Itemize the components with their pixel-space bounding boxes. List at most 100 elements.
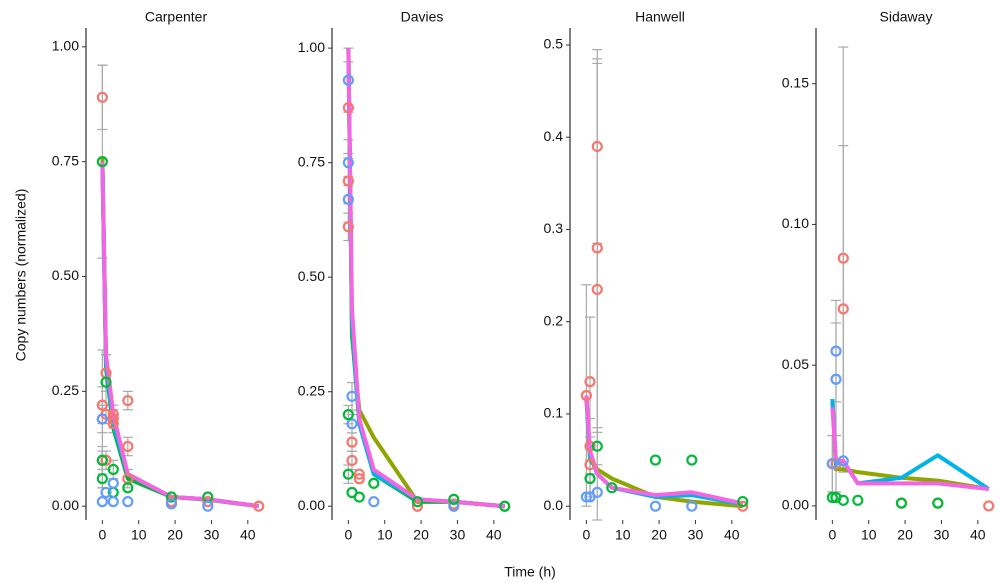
- data-point: [346, 418, 358, 430]
- data-point: [584, 440, 596, 452]
- data-point: [346, 436, 358, 448]
- error-bar: [122, 390, 133, 411]
- data-point: [100, 376, 112, 388]
- data-point: [649, 454, 662, 466]
- data-point: [368, 477, 380, 489]
- data-point: [107, 413, 119, 425]
- data-point: [165, 498, 178, 510]
- data-point: [342, 175, 354, 187]
- x-tick-label: 10: [861, 527, 877, 543]
- panel: Hanwell 0.0 0.1 0.2 0.3 0.4 0.5 0 10 20 30 40: [544, 9, 749, 543]
- y-tick-label: 0.15: [782, 74, 809, 90]
- data-point: [411, 496, 424, 508]
- data-point: [96, 156, 108, 168]
- data-point: [983, 500, 995, 512]
- x-tick-label: 0: [344, 527, 352, 543]
- data-point: [448, 500, 460, 512]
- data-point: [737, 495, 749, 508]
- y-tick-label: 0.00: [782, 497, 809, 513]
- data-point: [353, 491, 365, 503]
- error-bar: [838, 145, 849, 473]
- data-point: [606, 482, 618, 494]
- data-point: [584, 376, 596, 388]
- x-tick-label: 40: [240, 527, 256, 543]
- y-tick-label: 1.00: [298, 39, 325, 55]
- x-tick-label: 40: [970, 527, 986, 543]
- data-point: [584, 459, 596, 471]
- data-point: [107, 496, 119, 508]
- x-tick-label: 40: [486, 527, 502, 543]
- data-point: [107, 477, 119, 489]
- data-point: [107, 463, 119, 476]
- fit-line: [584, 395, 744, 506]
- data-point: [122, 496, 134, 508]
- data-point: [96, 473, 108, 485]
- data-point: [591, 440, 603, 452]
- x-tick-label: 0: [582, 527, 590, 543]
- panel: Carpenter 0.00 0.25 0.50 0.75 1.00 0 10 20 30 40: [52, 9, 265, 543]
- y-tick-label: 0.25: [52, 382, 79, 398]
- panel-title: Sidaway: [880, 9, 933, 25]
- y-tick-label: 0.00: [52, 497, 79, 513]
- y-tick-label: 0.25: [298, 382, 325, 398]
- x-tick-label: 10: [377, 527, 393, 543]
- y-tick-label: 0.50: [298, 268, 325, 284]
- data-point: [353, 473, 365, 485]
- y-tick-label: 0.2: [544, 312, 564, 328]
- y-tick-label: 1.00: [52, 37, 79, 53]
- y-tick-label: 0.3: [544, 220, 564, 236]
- fit-line: [830, 398, 990, 491]
- data-point: [346, 390, 358, 402]
- data-point: [353, 468, 365, 480]
- data-point: [580, 389, 592, 402]
- fit-line: [100, 161, 259, 509]
- data-point: [202, 500, 214, 512]
- data-point: [96, 399, 108, 411]
- data-point: [342, 74, 354, 86]
- data-point: [122, 394, 134, 407]
- y-tick-label: 0.75: [52, 152, 79, 168]
- data-point: [686, 454, 698, 466]
- panel-title: Davies: [401, 9, 444, 25]
- data-point: [591, 140, 603, 153]
- data-point: [165, 491, 178, 503]
- x-tick-label: 20: [651, 527, 667, 543]
- data-point: [584, 472, 596, 485]
- x-tick-label: 30: [204, 527, 220, 543]
- panel: Davies 0.00 0.25 0.50 0.75 1.00 0 10 20 30 40: [298, 9, 511, 543]
- data-point: [826, 458, 838, 470]
- data-point: [830, 373, 842, 385]
- y-tick-label: 0.75: [298, 153, 325, 169]
- data-point: [411, 500, 424, 512]
- fit-line: [584, 399, 744, 507]
- x-tick-label: 30: [688, 527, 704, 543]
- data-point: [591, 486, 603, 498]
- y-tick-label: 0.10: [782, 215, 809, 231]
- data-point: [342, 221, 354, 233]
- y-tick-label: 0.4: [544, 128, 564, 144]
- data-point: [342, 409, 354, 421]
- fit-line: [584, 395, 743, 509]
- data-point: [96, 91, 108, 103]
- data-point: [342, 157, 354, 169]
- panel-title: Hanwell: [635, 9, 685, 25]
- data-point: [826, 491, 838, 504]
- y-tick-label: 0.1: [544, 405, 564, 421]
- data-point: [591, 242, 603, 254]
- x-tick-label: 10: [615, 527, 631, 543]
- data-point: [448, 493, 460, 505]
- data-point: [837, 455, 849, 467]
- data-point: [346, 454, 358, 467]
- x-tick-label: 20: [167, 527, 183, 543]
- data-point: [122, 440, 134, 453]
- data-point: [649, 500, 662, 512]
- fit-line: [830, 398, 990, 491]
- data-point: [830, 345, 842, 357]
- fit-line: [100, 161, 259, 509]
- y-tick-label: 0.05: [782, 356, 809, 372]
- data-point: [895, 497, 908, 509]
- data-point: [852, 494, 864, 506]
- data-point: [368, 496, 380, 508]
- panel: Sidaway 0.00 0.05 0.10 0.15 0 10 20 30 40: [782, 9, 995, 543]
